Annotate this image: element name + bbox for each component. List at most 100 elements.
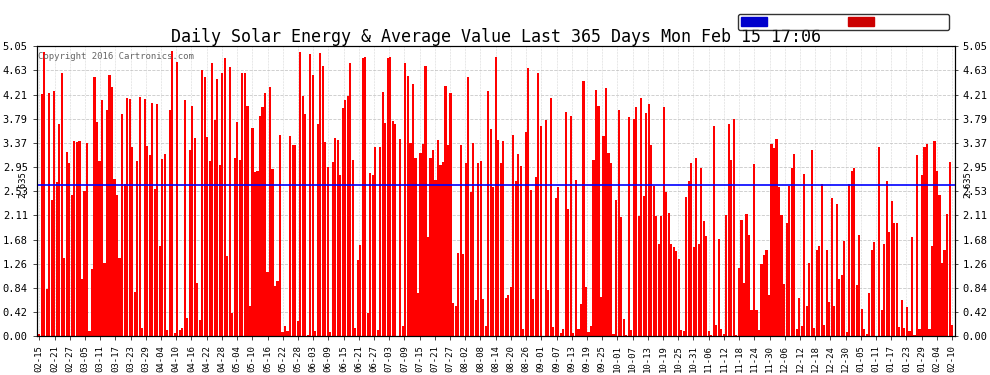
Bar	[873, 242, 875, 336]
Bar	[845, 332, 847, 336]
Bar	[430, 158, 432, 336]
Bar	[71, 195, 73, 336]
Bar	[741, 220, 742, 336]
Bar	[73, 141, 75, 336]
Bar	[755, 310, 757, 336]
Bar	[209, 162, 211, 336]
Bar	[816, 250, 818, 336]
Bar	[422, 144, 424, 336]
Bar	[445, 86, 446, 336]
Bar	[778, 187, 780, 336]
Bar	[577, 329, 579, 336]
Bar	[512, 135, 515, 336]
Bar	[81, 279, 83, 336]
Bar	[768, 295, 770, 336]
Bar	[335, 138, 337, 336]
Bar	[93, 77, 96, 336]
Bar	[798, 298, 800, 336]
Bar	[437, 141, 440, 336]
Bar	[705, 237, 708, 336]
Bar	[881, 310, 883, 336]
Bar	[377, 330, 379, 336]
Bar	[314, 331, 316, 336]
Bar	[733, 118, 735, 336]
Legend: Average  ($), Daily   ($): Average ($), Daily ($)	[738, 14, 949, 30]
Bar	[916, 155, 918, 336]
Bar	[871, 250, 873, 336]
Bar	[239, 160, 241, 336]
Bar	[911, 237, 913, 336]
Text: Copyright 2016 Cartronics.com: Copyright 2016 Cartronics.com	[38, 52, 194, 61]
Bar	[533, 299, 535, 336]
Bar	[131, 147, 134, 336]
Bar	[103, 263, 106, 336]
Bar	[156, 104, 158, 336]
Bar	[647, 104, 649, 336]
Bar	[575, 180, 577, 336]
Bar	[680, 330, 682, 336]
Bar	[728, 124, 730, 336]
Bar	[821, 184, 823, 336]
Bar	[549, 98, 552, 336]
Bar	[675, 251, 677, 336]
Bar	[96, 122, 98, 336]
Bar	[655, 216, 657, 336]
Bar	[505, 297, 507, 336]
Bar	[477, 162, 479, 336]
Bar	[469, 192, 471, 336]
Bar	[595, 90, 597, 336]
Bar	[841, 276, 842, 336]
Bar	[168, 110, 170, 336]
Bar	[299, 52, 301, 336]
Bar	[276, 280, 278, 336]
Bar	[638, 216, 640, 336]
Bar	[78, 141, 80, 336]
Bar	[806, 306, 808, 336]
Bar	[515, 181, 517, 336]
Bar	[46, 289, 48, 336]
Bar	[211, 63, 214, 336]
Bar	[415, 158, 417, 336]
Title: Daily Solar Energy & Average Value Last 365 Days Mon Feb 15 17:06: Daily Solar Energy & Average Value Last …	[170, 28, 821, 46]
Bar	[700, 168, 702, 336]
Bar	[366, 314, 369, 336]
Bar	[161, 159, 163, 336]
Bar	[237, 122, 239, 336]
Bar	[39, 334, 41, 336]
Bar	[256, 171, 258, 336]
Bar	[926, 144, 928, 336]
Bar	[665, 192, 667, 336]
Bar	[865, 334, 868, 336]
Bar	[562, 329, 564, 336]
Bar	[261, 107, 263, 336]
Bar	[940, 263, 943, 336]
Bar	[587, 332, 589, 336]
Bar	[244, 74, 246, 336]
Bar	[853, 168, 855, 336]
Bar	[738, 268, 740, 336]
Bar	[608, 153, 610, 336]
Bar	[446, 145, 449, 336]
Bar	[41, 94, 43, 336]
Bar	[307, 335, 309, 336]
Bar	[808, 264, 810, 336]
Bar	[219, 165, 221, 336]
Bar	[65, 152, 68, 336]
Bar	[525, 132, 527, 336]
Bar	[775, 139, 777, 336]
Bar	[878, 147, 880, 336]
Bar	[921, 175, 923, 336]
Bar	[389, 57, 391, 336]
Bar	[186, 318, 188, 336]
Bar	[497, 140, 499, 336]
Bar	[860, 309, 863, 336]
Bar	[723, 334, 725, 336]
Bar	[818, 246, 821, 336]
Bar	[492, 187, 494, 336]
Bar	[394, 124, 396, 336]
Bar	[540, 126, 542, 336]
Bar	[76, 141, 78, 336]
Bar	[116, 195, 118, 336]
Bar	[289, 136, 291, 336]
Bar	[251, 128, 253, 336]
